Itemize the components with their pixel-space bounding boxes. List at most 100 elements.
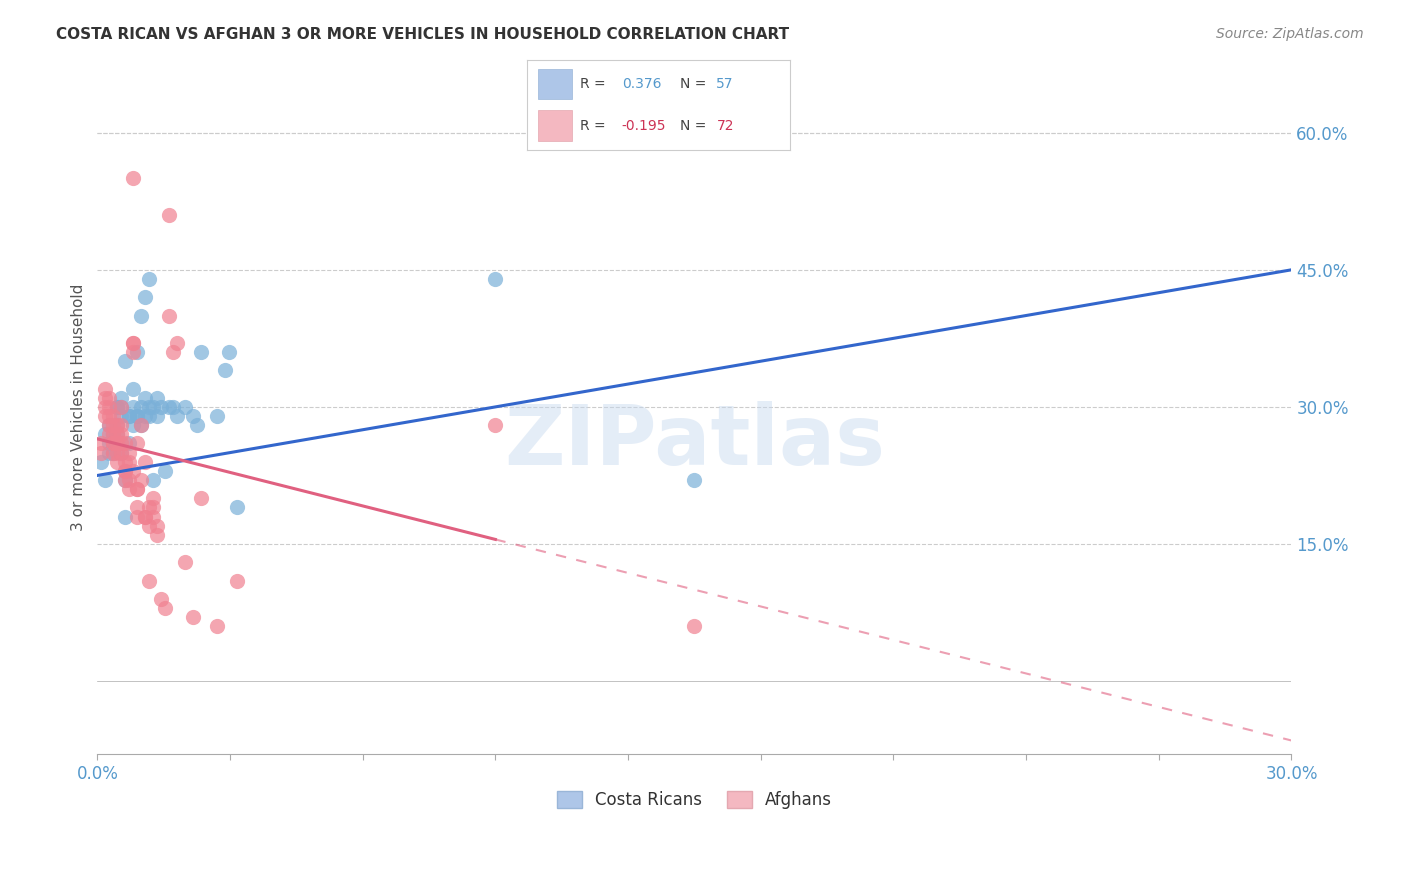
Point [157, 208, 180, 222]
Point [105, 436, 128, 450]
Point [205, 409, 228, 423]
Point [218, 345, 240, 359]
Point [98, 409, 121, 423]
Point [166, 335, 188, 350]
Point [142, 473, 165, 487]
Point [150, 591, 173, 606]
Point [162, 345, 184, 359]
Point [129, 400, 152, 414]
Point [134, 290, 156, 304]
Point [122, 418, 145, 433]
Point [166, 409, 188, 423]
Point [214, 363, 236, 377]
Point [484, 272, 506, 286]
Point [127, 409, 149, 423]
Point [118, 436, 141, 450]
Point [138, 400, 160, 414]
Point [114, 473, 136, 487]
Point [110, 409, 132, 423]
Text: Source: ZipAtlas.com: Source: ZipAtlas.com [1216, 27, 1364, 41]
Point [105, 445, 128, 459]
Point [146, 391, 169, 405]
Point [138, 500, 160, 515]
Point [94, 427, 117, 442]
Point [134, 509, 156, 524]
Point [150, 400, 173, 414]
Point [134, 455, 156, 469]
Point [127, 509, 149, 524]
Point [90, 445, 112, 459]
Point [122, 400, 145, 414]
Point [157, 309, 180, 323]
Point [105, 400, 128, 414]
Point [98, 418, 121, 433]
Point [98, 445, 121, 459]
Point [105, 455, 128, 469]
Point [110, 427, 132, 442]
Point [98, 400, 121, 414]
Point [110, 418, 132, 433]
Point [484, 418, 506, 433]
Point [190, 345, 212, 359]
Point [683, 619, 706, 633]
Point [103, 436, 125, 450]
Point [110, 400, 132, 414]
Point [114, 436, 136, 450]
Point [110, 436, 132, 450]
Point [146, 409, 169, 423]
Point [103, 427, 125, 442]
Point [94, 391, 117, 405]
Point [94, 400, 117, 414]
Point [142, 400, 165, 414]
Point [122, 335, 145, 350]
Point [114, 354, 136, 368]
Point [114, 509, 136, 524]
Point [138, 574, 160, 588]
Point [153, 464, 176, 478]
Point [157, 400, 180, 414]
Point [110, 391, 132, 405]
Point [181, 409, 204, 423]
Point [105, 400, 128, 414]
Point [127, 482, 149, 496]
Point [103, 427, 125, 442]
Point [122, 464, 145, 478]
Point [114, 464, 136, 478]
Point [205, 619, 228, 633]
Point [90, 436, 112, 450]
Point [114, 464, 136, 478]
Point [146, 518, 169, 533]
Point [98, 391, 121, 405]
Point [105, 418, 128, 433]
Point [134, 409, 156, 423]
Point [142, 491, 165, 506]
Point [98, 418, 121, 433]
Point [142, 500, 165, 515]
Point [90, 455, 112, 469]
Point [110, 400, 132, 414]
Point [138, 409, 160, 423]
Point [186, 418, 208, 433]
Point [162, 400, 184, 414]
Point [225, 574, 247, 588]
Text: ZIPatlas: ZIPatlas [503, 401, 884, 483]
Point [127, 500, 149, 515]
Point [103, 436, 125, 450]
Point [129, 418, 152, 433]
Point [190, 491, 212, 506]
Point [127, 409, 149, 423]
Point [122, 345, 145, 359]
Point [129, 418, 152, 433]
Point [98, 427, 121, 442]
Point [105, 418, 128, 433]
Point [103, 436, 125, 450]
Point [138, 518, 160, 533]
Point [174, 400, 197, 414]
Point [129, 473, 152, 487]
Point [105, 427, 128, 442]
Point [134, 509, 156, 524]
Point [118, 409, 141, 423]
Point [103, 445, 125, 459]
Point [174, 555, 197, 569]
Point [122, 171, 145, 186]
